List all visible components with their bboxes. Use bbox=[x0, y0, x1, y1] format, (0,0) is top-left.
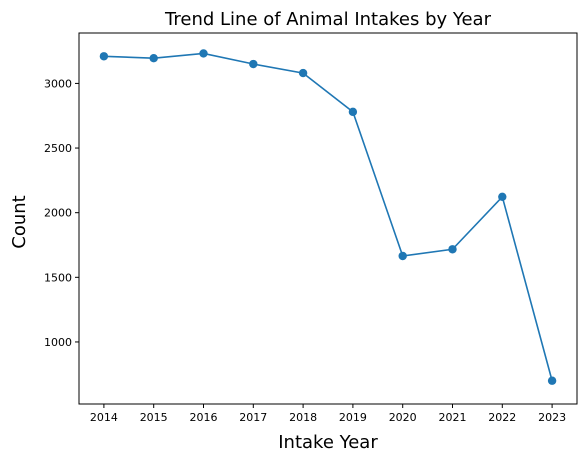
x-tick-label: 2021 bbox=[439, 411, 467, 424]
data-point bbox=[448, 245, 456, 253]
x-tick-label: 2016 bbox=[190, 411, 218, 424]
plot-frame bbox=[79, 33, 577, 404]
data-point bbox=[548, 377, 556, 385]
data-point bbox=[498, 193, 506, 201]
axis-ticks: 2014 2015 2016 2017 2018 2019 2020 2021 2022 2023… bbox=[44, 77, 566, 424]
series-line bbox=[104, 53, 552, 380]
y-axis-label: Count bbox=[9, 195, 30, 248]
chart-title: Trend Line of Animal Intakes by Year bbox=[164, 9, 492, 30]
data-point bbox=[100, 52, 108, 60]
x-tick-label: 2022 bbox=[488, 411, 516, 424]
x-tick-label: 2019 bbox=[339, 411, 367, 424]
x-tick-label: 2017 bbox=[239, 411, 267, 424]
data-point bbox=[349, 108, 357, 116]
data-point bbox=[199, 49, 207, 57]
data-point bbox=[150, 54, 158, 62]
x-axis-label: Intake Year bbox=[278, 432, 378, 453]
data-point bbox=[399, 252, 407, 260]
y-tick-label: 3000 bbox=[44, 77, 72, 90]
y-tick-label: 1500 bbox=[44, 271, 72, 284]
x-tick-label: 2020 bbox=[389, 411, 417, 424]
x-tick-label: 2023 bbox=[538, 411, 566, 424]
x-tick-label: 2015 bbox=[140, 411, 168, 424]
x-tick-label: 2018 bbox=[289, 411, 317, 424]
data-point bbox=[299, 69, 307, 77]
x-tick-label: 2014 bbox=[90, 411, 118, 424]
data-point bbox=[249, 60, 257, 68]
y-tick-label: 1000 bbox=[44, 336, 72, 349]
y-tick-label: 2500 bbox=[44, 142, 72, 155]
y-tick-label: 2000 bbox=[44, 207, 72, 220]
series-group bbox=[100, 49, 557, 385]
